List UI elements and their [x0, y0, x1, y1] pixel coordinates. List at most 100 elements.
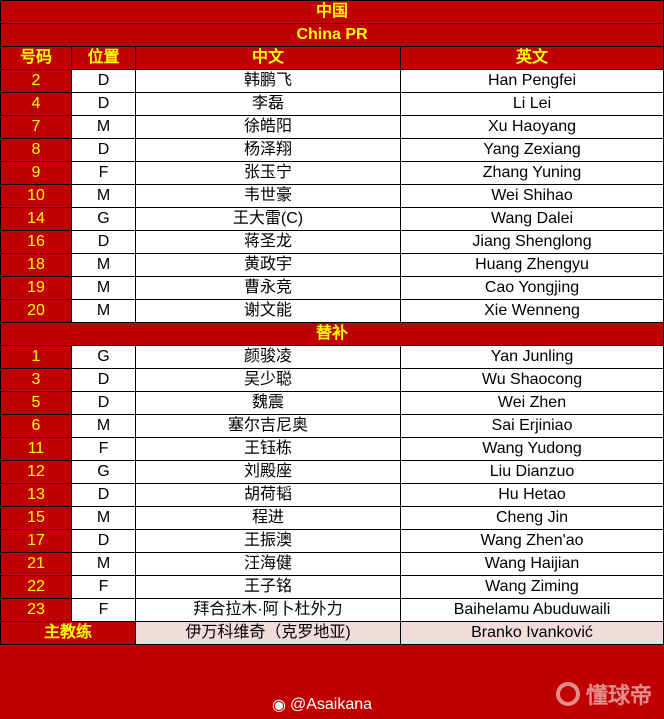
player-name-cn: 张玉宁 — [135, 161, 401, 185]
player-name-en: Wang Haijian — [399, 552, 664, 576]
player-row: 17 D 王振澳 Wang Zhen'ao — [0, 529, 664, 553]
player-position: D — [71, 92, 136, 116]
player-name-en: Baihelamu Abuduwaili — [399, 598, 664, 622]
header-chinese: 中文 — [135, 46, 401, 70]
player-number: 10 — [0, 184, 72, 208]
player-name-cn: 魏震 — [135, 391, 401, 415]
player-position: D — [71, 138, 136, 162]
roster-table: 中国 China PR 号码 位置 中文 英文 2 D 韩鹏飞 Han Pengfei… — [0, 0, 664, 645]
player-name-cn: 韦世豪 — [135, 184, 401, 208]
player-name-cn: 刘殿座 — [135, 460, 401, 484]
player-name-en: Wei Zhen — [399, 391, 664, 415]
player-number: 23 — [0, 598, 72, 622]
player-number: 12 — [0, 460, 72, 484]
player-row: 16 D 蒋圣龙 Jiang Shenglong — [0, 230, 664, 254]
player-row: 7 M 徐皓阳 Xu Haoyang — [0, 115, 664, 139]
player-position: G — [71, 345, 136, 369]
coach-name-en: Branko Ivanković — [399, 621, 664, 645]
player-name-en: Xie Wenneng — [399, 299, 664, 323]
player-name-cn: 李磊 — [135, 92, 401, 116]
player-number: 21 — [0, 552, 72, 576]
player-number: 1 — [0, 345, 72, 369]
player-number: 3 — [0, 368, 72, 392]
player-row: 9 F 张玉宁 Zhang Yuning — [0, 161, 664, 185]
player-name-cn: 黄政宇 — [135, 253, 401, 277]
header-english: 英文 — [399, 46, 664, 70]
player-row: 4 D 李磊 Li Lei — [0, 92, 664, 116]
dongqiudi-logo-icon — [555, 682, 580, 706]
player-position: M — [71, 253, 136, 277]
player-position: D — [71, 69, 136, 93]
coach-name-cn: 伊万科维奇（克罗地亚) — [135, 621, 401, 645]
player-position: M — [71, 414, 136, 438]
player-name-en: Jiang Shenglong — [399, 230, 664, 254]
coach-label: 主教练 — [0, 621, 136, 645]
player-position: G — [71, 207, 136, 231]
player-name-cn: 拜合拉木·阿卜杜外力 — [135, 598, 401, 622]
player-name-en: Wang Zhen'ao — [399, 529, 664, 553]
player-name-en: Wu Shaocong — [399, 368, 664, 392]
player-number: 7 — [0, 115, 72, 139]
player-name-en: Cao Yongjing — [399, 276, 664, 300]
player-position: F — [71, 161, 136, 185]
weibo-watermark: ◉ @Asaikana — [272, 695, 372, 715]
player-row: 19 M 曹永竞 Cao Yongjing — [0, 276, 664, 300]
player-row: 13 D 胡荷韬 Hu Hetao — [0, 483, 664, 507]
player-position: F — [71, 598, 136, 622]
player-position: M — [71, 299, 136, 323]
player-position: F — [71, 437, 136, 461]
player-row: 12 G 刘殿座 Liu Dianzuo — [0, 460, 664, 484]
player-name-en: Yang Zexiang — [399, 138, 664, 162]
player-name-cn: 程进 — [135, 506, 401, 530]
player-name-cn: 曹永竞 — [135, 276, 401, 300]
player-row: 8 D 杨泽翔 Yang Zexiang — [0, 138, 664, 162]
player-number: 5 — [0, 391, 72, 415]
player-position: D — [71, 368, 136, 392]
player-position: M — [71, 506, 136, 530]
player-row: 6 M 塞尔吉尼奥 Sai Erjiniao — [0, 414, 664, 438]
player-number: 15 — [0, 506, 72, 530]
player-number: 17 — [0, 529, 72, 553]
player-name-en: Wang Ziming — [399, 575, 664, 599]
player-row: 22 F 王子铭 Wang Ziming — [0, 575, 664, 599]
player-name-cn: 吴少聪 — [135, 368, 401, 392]
player-name-cn: 王振澳 — [135, 529, 401, 553]
player-position: D — [71, 230, 136, 254]
header-position: 位置 — [71, 46, 136, 70]
player-name-cn: 王钰栋 — [135, 437, 401, 461]
weibo-icon: ◉ — [272, 697, 286, 714]
player-row: 2 D 韩鹏飞 Han Pengfei — [0, 69, 664, 93]
player-name-cn: 蒋圣龙 — [135, 230, 401, 254]
player-name-en: Yan Junling — [399, 345, 664, 369]
player-number: 19 — [0, 276, 72, 300]
player-position: D — [71, 529, 136, 553]
player-row: 20 M 谢文能 Xie Wenneng — [0, 299, 664, 323]
player-name-en: Zhang Yuning — [399, 161, 664, 185]
player-position: G — [71, 460, 136, 484]
player-position: M — [71, 552, 136, 576]
player-row: 5 D 魏震 Wei Zhen — [0, 391, 664, 415]
player-position: M — [71, 184, 136, 208]
player-number: 4 — [0, 92, 72, 116]
coach-row: 主教练 伊万科维奇（克罗地亚) Branko Ivanković — [0, 621, 664, 645]
player-name-cn: 谢文能 — [135, 299, 401, 323]
player-name-en: Huang Zhengyu — [399, 253, 664, 277]
player-number: 16 — [0, 230, 72, 254]
player-row: 3 D 吴少聪 Wu Shaocong — [0, 368, 664, 392]
header-number: 号码 — [0, 46, 72, 70]
brand-name: 懂球帝 — [585, 683, 652, 708]
player-name-en: Hu Hetao — [399, 483, 664, 507]
player-name-en: Cheng Jin — [399, 506, 664, 530]
weibo-handle: @Asaikana — [289, 696, 373, 713]
player-name-en: Han Pengfei — [399, 69, 664, 93]
player-position: M — [71, 115, 136, 139]
player-name-cn: 徐皓阳 — [135, 115, 401, 139]
player-name-en: Wang Dalei — [399, 207, 664, 231]
player-position: M — [71, 276, 136, 300]
player-name-en: Wang Yudong — [399, 437, 664, 461]
player-name-cn: 塞尔吉尼奥 — [135, 414, 401, 438]
player-name-cn: 颜骏凌 — [135, 345, 401, 369]
player-name-cn: 王子铭 — [135, 575, 401, 599]
player-row: 1 G 颜骏凌 Yan Junling — [0, 345, 664, 369]
player-position: D — [71, 391, 136, 415]
